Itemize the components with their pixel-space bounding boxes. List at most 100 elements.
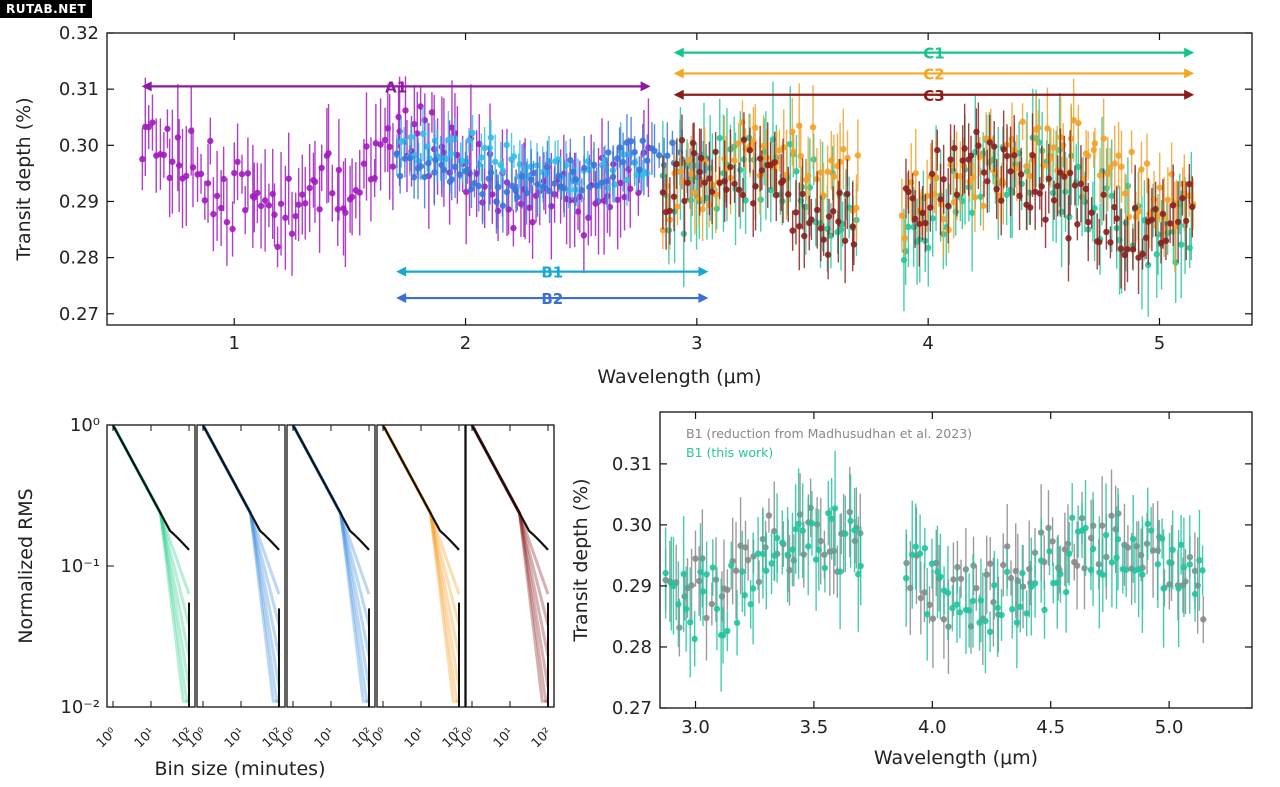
- data-point: [1017, 171, 1025, 178]
- data-point: [1159, 210, 1167, 218]
- data-point: [916, 550, 924, 557]
- data-point: [912, 170, 919, 177]
- data-point: [197, 170, 205, 178]
- data-point: [302, 200, 309, 207]
- data-point: [1050, 144, 1057, 151]
- data-point: [1042, 216, 1049, 223]
- data-point: [719, 632, 727, 639]
- data-point: [465, 137, 473, 144]
- data-point: [1082, 524, 1089, 532]
- data-point: [820, 236, 827, 243]
- data-point: [1044, 125, 1051, 132]
- data-point: [844, 190, 851, 198]
- range-arrow-c1: C1: [673, 45, 1195, 63]
- data-point: [586, 184, 593, 191]
- data-point: [1178, 241, 1185, 248]
- data-point: [677, 168, 684, 175]
- x-tick-label: 3.0: [681, 717, 710, 738]
- data-point: [678, 137, 686, 144]
- data-point: [937, 196, 944, 203]
- data-point: [784, 551, 791, 558]
- data-point: [723, 186, 730, 193]
- y-tick-label: 0.28: [59, 248, 99, 269]
- top-panel: A1 B1 B2 C1 C2 C3: [139, 45, 1197, 317]
- data-point: [377, 141, 384, 148]
- data-point: [898, 212, 906, 219]
- data-point: [760, 142, 767, 150]
- data-point: [1000, 146, 1007, 153]
- data-point: [830, 173, 838, 180]
- data-point: [282, 214, 289, 221]
- data-point: [1084, 152, 1092, 160]
- data-point: [724, 627, 731, 635]
- data-point: [1096, 172, 1104, 179]
- data-point: [824, 251, 832, 258]
- data-point: [421, 173, 428, 181]
- data-point: [1115, 152, 1122, 159]
- data-point: [401, 155, 409, 162]
- data-point: [902, 248, 909, 255]
- data-point: [1085, 218, 1092, 226]
- data-point: [451, 163, 459, 171]
- data-point: [1049, 538, 1056, 545]
- data-point: [836, 189, 843, 197]
- data-point: [627, 138, 635, 145]
- data-point: [1175, 585, 1182, 592]
- data-point: [971, 194, 979, 201]
- data-point: [540, 183, 547, 191]
- data-point: [986, 139, 993, 146]
- data-point: [687, 619, 694, 626]
- data-point: [800, 551, 807, 558]
- data-point: [934, 146, 941, 154]
- zoom-plot-frame: [659, 411, 1253, 709]
- data-point: [1186, 561, 1193, 568]
- data-point: [929, 615, 937, 622]
- data-point: [277, 200, 285, 207]
- data-point: [911, 215, 919, 223]
- data-point: [998, 197, 1005, 204]
- data-point: [697, 154, 705, 162]
- series-a1: [139, 76, 652, 276]
- data-point: [569, 168, 577, 176]
- data-point: [699, 205, 706, 213]
- arrow-head-right: [1184, 68, 1195, 79]
- data-point: [779, 198, 786, 205]
- x-tick-label: 3: [691, 333, 702, 354]
- data-point: [1128, 148, 1135, 156]
- data-point: [514, 194, 521, 201]
- y-tick-label: 0.27: [59, 304, 99, 325]
- data-point: [609, 173, 617, 181]
- data-point: [417, 163, 425, 170]
- data-point: [1186, 180, 1193, 188]
- data-point: [411, 120, 418, 128]
- data-point: [432, 156, 439, 164]
- data-point: [1107, 239, 1114, 246]
- data-point: [1057, 570, 1064, 578]
- data-point: [773, 191, 780, 199]
- y-axis-label: Transit depth (%): [13, 97, 35, 261]
- data-point: [821, 564, 829, 572]
- data-point: [940, 215, 947, 223]
- data-point: [956, 609, 964, 616]
- x-tick-label: 4.5: [1036, 717, 1065, 738]
- data-point: [1113, 215, 1121, 222]
- data-point: [922, 219, 929, 227]
- data-point: [1046, 548, 1053, 555]
- data-point: [572, 176, 580, 183]
- data-point: [925, 244, 932, 251]
- data-point: [644, 157, 651, 164]
- data-point: [1023, 610, 1030, 617]
- data-point: [1017, 603, 1024, 611]
- x-tick-label: 2: [460, 333, 471, 354]
- data-point: [949, 604, 956, 612]
- data-point: [692, 555, 699, 562]
- data-point: [960, 162, 968, 170]
- range-label: B1: [541, 264, 563, 282]
- data-point: [987, 560, 994, 567]
- data-point: [659, 189, 667, 196]
- data-point: [410, 174, 418, 181]
- data-point: [670, 582, 677, 590]
- data-point: [994, 604, 1001, 612]
- data-point: [447, 150, 455, 157]
- data-point: [627, 185, 634, 192]
